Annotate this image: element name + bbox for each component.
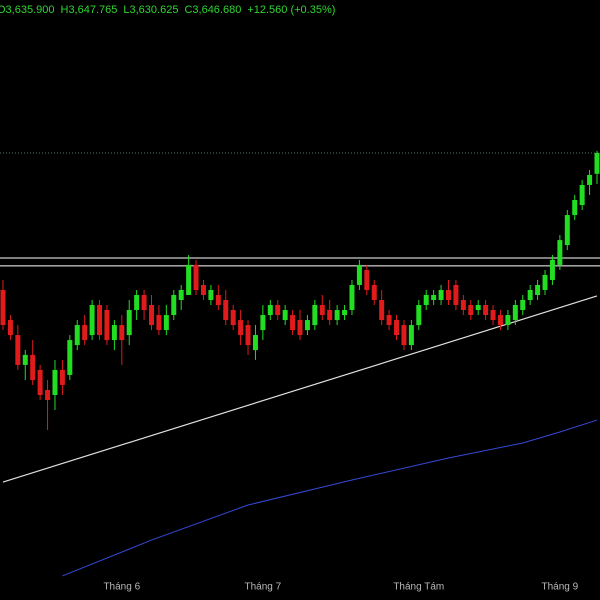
candle-body [290, 315, 296, 331]
candle-body [446, 289, 451, 300]
candle-body [587, 174, 593, 185]
candle-body [342, 310, 348, 316]
x-tick-label: Tháng Tám [393, 582, 444, 593]
candle-body [594, 153, 600, 174]
candle-body [215, 294, 221, 306]
candle-body [126, 310, 132, 336]
x-tick-label: Tháng 7 [245, 582, 282, 593]
candle-body [52, 369, 58, 395]
candle-body [431, 294, 437, 300]
ohlc-value: O3,635.900 [0, 4, 55, 16]
candle-body [542, 274, 548, 290]
candle-body [7, 320, 13, 336]
candle-body [401, 325, 407, 346]
candle-body [74, 325, 80, 346]
candle-body [475, 305, 481, 311]
candle-body [572, 200, 578, 216]
candle-body [364, 269, 370, 290]
candle-body [579, 184, 585, 206]
candle-body [45, 389, 51, 400]
candle-body [423, 294, 429, 306]
candle-body [319, 305, 325, 316]
ohlc-value: C3,646.680 [184, 4, 242, 16]
candle-body [334, 310, 340, 321]
candle-body [297, 320, 303, 336]
ohlc-value: H3,647.765 [60, 4, 118, 16]
candle-body [223, 300, 229, 321]
candle-body [549, 259, 555, 280]
candle-body [82, 325, 88, 341]
candle-body [178, 289, 184, 300]
candle-body [208, 289, 214, 300]
candle-body [394, 320, 400, 336]
candle-body [416, 305, 422, 326]
candle-body [520, 300, 526, 311]
candle-body [15, 335, 21, 365]
candle-body [460, 300, 466, 311]
candle-body [282, 310, 288, 321]
candle-body [505, 315, 511, 326]
candle-body [408, 325, 414, 346]
candle-body [141, 294, 147, 311]
candle-body [163, 315, 169, 331]
candle-body [275, 305, 281, 316]
candle-body [186, 264, 192, 295]
candle-body [497, 315, 503, 326]
candle-body [22, 354, 28, 365]
candle-body [238, 320, 244, 336]
candle-body [260, 315, 266, 331]
candle-body [59, 369, 65, 385]
candle-body [267, 305, 273, 316]
candle-body [564, 215, 570, 246]
candle-body [527, 289, 533, 300]
candle-body [468, 305, 474, 316]
candle-body [37, 369, 43, 395]
candle-body [356, 264, 362, 285]
candle-body [193, 264, 199, 290]
candle-body [490, 310, 496, 321]
x-tick-label: Tháng 9 [542, 582, 579, 593]
candle-body [245, 325, 251, 346]
x-tick-label: Tháng 6 [103, 582, 140, 593]
candle-body [0, 289, 6, 326]
candle-body [453, 284, 459, 306]
candle-body [386, 315, 392, 326]
candle-body [97, 305, 103, 336]
candle-body [327, 310, 333, 321]
candle-body [119, 325, 125, 341]
candle-body [149, 305, 154, 326]
candle-body [312, 305, 318, 326]
ohlc-legend: O3,635.900 H3,647.765 L3,630.625 C3,646.680… [0, 4, 335, 16]
candle-body [134, 294, 140, 311]
ohlc-value: L3,630.625 [123, 4, 179, 16]
candle-body [200, 284, 206, 295]
candle-body [304, 320, 310, 331]
candle-body [349, 284, 355, 311]
trend-line [2, 295, 598, 483]
candle-body [512, 305, 518, 321]
candle-body [171, 294, 177, 316]
candle-body [30, 354, 36, 380]
candle-body [371, 284, 377, 300]
candle-body [156, 315, 162, 331]
candle-body [89, 305, 95, 336]
candle-body [557, 240, 563, 265]
ohlc-value: +12.560 (+0.35%) [247, 4, 336, 16]
candle-body [104, 310, 110, 341]
candle-body [67, 340, 73, 375]
candle-body [230, 310, 236, 326]
candle-body [252, 335, 258, 351]
candle-body [483, 305, 489, 316]
moving-average [62, 419, 598, 577]
candle-body [535, 284, 541, 295]
candle-body [379, 300, 385, 321]
candle-body [111, 325, 117, 341]
candle-body [438, 289, 444, 300]
